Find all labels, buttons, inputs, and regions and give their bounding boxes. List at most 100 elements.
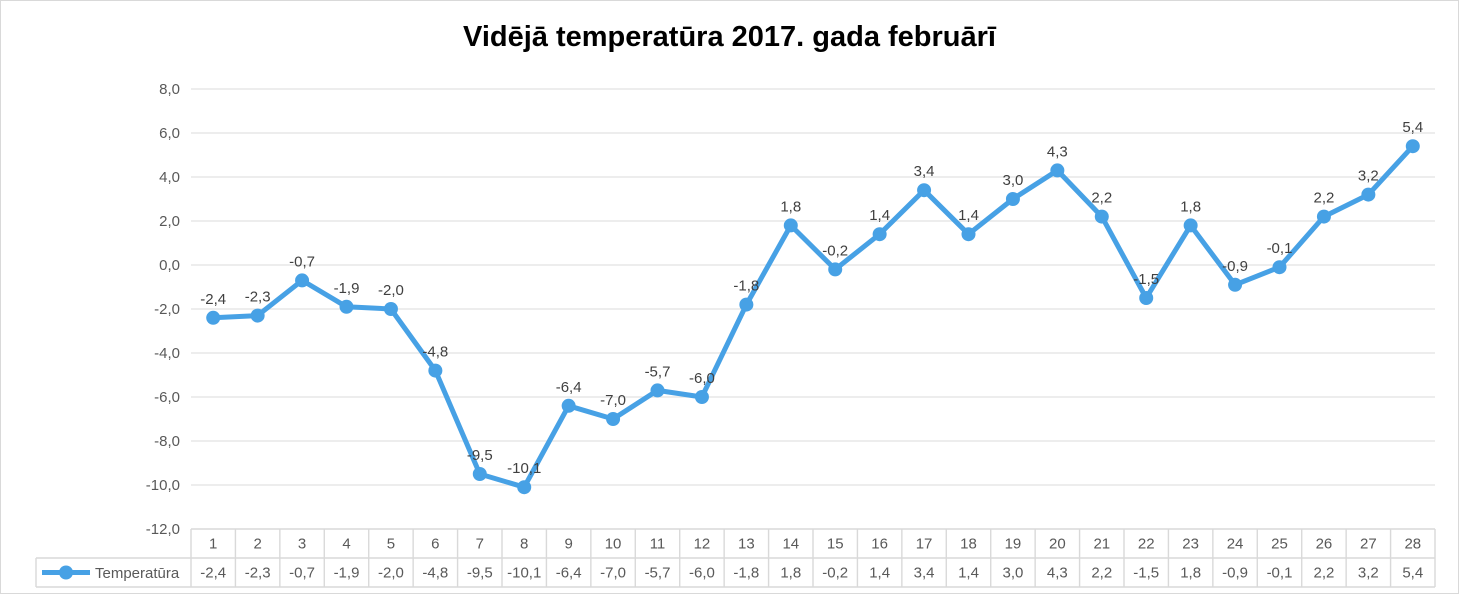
value-cell: 5,4 bbox=[1402, 565, 1423, 582]
day-header-cell: 4 bbox=[342, 536, 350, 553]
y-axis-tick-label: 4,0 bbox=[159, 169, 180, 186]
legend-label: Temperatūra bbox=[95, 565, 180, 582]
y-axis-tick-label: 2,0 bbox=[159, 213, 180, 230]
y-axis-tick-label: 8,0 bbox=[159, 81, 180, 98]
data-point-marker bbox=[1316, 209, 1331, 224]
data-point-label: 1,4 bbox=[869, 207, 890, 224]
day-header-cell: 21 bbox=[1093, 536, 1110, 553]
value-cell: -1,8 bbox=[733, 565, 759, 582]
y-axis-tick-label: 0,0 bbox=[159, 257, 180, 274]
value-cell: 1,8 bbox=[1180, 565, 1201, 582]
data-point-label: -1,9 bbox=[334, 280, 360, 297]
day-header-cell: 11 bbox=[650, 536, 666, 553]
day-header-cell: 15 bbox=[827, 536, 844, 553]
data-point-marker bbox=[1139, 291, 1154, 305]
data-point-label: -5,7 bbox=[645, 363, 671, 380]
data-point-label: -4,8 bbox=[422, 344, 448, 361]
value-cell: -6,4 bbox=[556, 565, 582, 582]
value-cell: -0,1 bbox=[1267, 565, 1293, 582]
data-point-marker bbox=[1183, 218, 1198, 233]
y-axis-tick-label: -6,0 bbox=[154, 389, 180, 406]
data-point-label: 5,4 bbox=[1402, 119, 1423, 136]
data-point-label: 2,2 bbox=[1091, 190, 1112, 207]
value-cell: 3,0 bbox=[1002, 565, 1023, 582]
data-point-label: -0,2 bbox=[822, 242, 848, 259]
data-point-marker bbox=[428, 363, 443, 378]
y-axis-tick-label: 6,0 bbox=[159, 125, 180, 142]
day-header-cell: 20 bbox=[1049, 536, 1066, 553]
data-point-marker bbox=[1228, 277, 1243, 292]
day-header-cell: 5 bbox=[387, 536, 395, 553]
value-cell: -9,5 bbox=[467, 565, 493, 582]
data-point-marker bbox=[1361, 187, 1376, 202]
data-point-marker bbox=[694, 390, 709, 404]
data-point-label: -1,5 bbox=[1133, 271, 1159, 288]
value-cell: -2,3 bbox=[245, 565, 271, 582]
y-axis-tick-label: -4,0 bbox=[154, 345, 180, 362]
data-point-label: -9,5 bbox=[467, 447, 493, 464]
data-point-label: -0,7 bbox=[289, 253, 315, 270]
data-point-label: -6,4 bbox=[556, 379, 582, 396]
value-cell: -5,7 bbox=[645, 565, 671, 582]
value-cell: -7,0 bbox=[600, 565, 626, 582]
value-cell: -1,9 bbox=[334, 565, 360, 582]
y-axis-tick-label: -10,0 bbox=[146, 477, 180, 494]
data-point-label: -7,0 bbox=[600, 392, 626, 409]
data-point-marker bbox=[650, 383, 665, 398]
data-point-marker bbox=[783, 218, 798, 233]
data-point-marker bbox=[561, 398, 576, 413]
day-header-cell: 1 bbox=[209, 536, 217, 553]
day-header-cell: 6 bbox=[431, 536, 439, 553]
value-cell: -4,8 bbox=[422, 565, 448, 582]
value-cell: -0,9 bbox=[1222, 565, 1248, 582]
day-header-cell: 16 bbox=[871, 536, 888, 553]
data-point-label: 4,3 bbox=[1047, 143, 1068, 160]
value-cell: -2,0 bbox=[378, 565, 404, 582]
data-point-label: -0,9 bbox=[1222, 258, 1248, 275]
data-point-marker bbox=[917, 183, 932, 198]
value-cell: -6,0 bbox=[689, 565, 715, 582]
day-header-cell: 13 bbox=[738, 536, 755, 553]
value-cell: 2,2 bbox=[1091, 565, 1112, 582]
data-point-marker bbox=[1405, 139, 1420, 154]
chart-title: Vidējā temperatūra 2017. gada februārī bbox=[463, 21, 996, 53]
data-point-marker bbox=[1005, 192, 1020, 206]
data-point-marker bbox=[295, 273, 310, 288]
data-point-label: -2,0 bbox=[378, 282, 404, 299]
value-cell: -0,2 bbox=[822, 565, 848, 582]
data-point-marker bbox=[206, 310, 221, 325]
data-point-label: -1,8 bbox=[733, 278, 759, 295]
data-point-label: 3,0 bbox=[1002, 172, 1023, 189]
value-cell: -0,7 bbox=[289, 565, 315, 582]
data-point-marker bbox=[383, 302, 398, 316]
value-cell: 4,3 bbox=[1047, 565, 1068, 582]
data-point-marker bbox=[739, 297, 754, 312]
day-header-cell: 7 bbox=[476, 536, 484, 553]
day-header-cell: 18 bbox=[960, 536, 977, 553]
value-cell: -10,1 bbox=[507, 565, 541, 582]
day-header-cell: 9 bbox=[564, 536, 572, 553]
data-point-label: 1,4 bbox=[958, 207, 979, 224]
data-point-marker bbox=[961, 227, 976, 242]
value-cell: -2,4 bbox=[200, 565, 226, 582]
day-header-cell: 25 bbox=[1271, 536, 1288, 553]
data-point-marker bbox=[472, 467, 487, 481]
data-point-marker bbox=[606, 412, 621, 426]
day-header-cell: 27 bbox=[1360, 536, 1377, 553]
day-header-cell: 12 bbox=[694, 536, 711, 553]
value-cell: 1,4 bbox=[869, 565, 890, 582]
y-axis-tick-label: -8,0 bbox=[154, 433, 180, 450]
day-header-cell: 23 bbox=[1182, 536, 1199, 553]
data-point-marker bbox=[872, 227, 887, 242]
data-point-label: 1,8 bbox=[780, 198, 801, 215]
value-cell: -1,5 bbox=[1133, 565, 1159, 582]
temperature-line-series bbox=[210, 143, 1416, 490]
data-point-label: -2,4 bbox=[200, 291, 226, 308]
data-point-marker bbox=[828, 262, 843, 277]
day-header-cell: 28 bbox=[1404, 536, 1421, 553]
data-point-marker bbox=[517, 480, 532, 495]
day-header-cell: 10 bbox=[605, 536, 622, 553]
data-point-marker bbox=[339, 299, 354, 314]
